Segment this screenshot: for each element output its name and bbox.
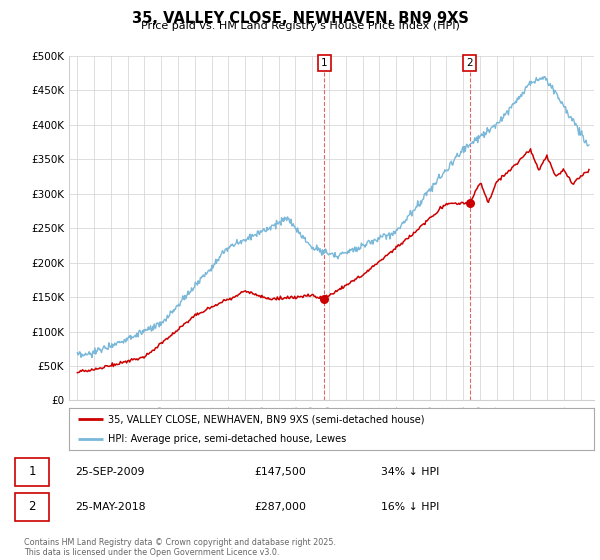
FancyBboxPatch shape bbox=[15, 458, 49, 486]
Text: 2: 2 bbox=[28, 501, 36, 514]
Text: 35, VALLEY CLOSE, NEWHAVEN, BN9 9XS: 35, VALLEY CLOSE, NEWHAVEN, BN9 9XS bbox=[131, 11, 469, 26]
Text: £147,500: £147,500 bbox=[254, 467, 306, 477]
Text: 35, VALLEY CLOSE, NEWHAVEN, BN9 9XS (semi-detached house): 35, VALLEY CLOSE, NEWHAVEN, BN9 9XS (sem… bbox=[109, 414, 425, 424]
Text: Price paid vs. HM Land Registry's House Price Index (HPI): Price paid vs. HM Land Registry's House … bbox=[140, 21, 460, 31]
Text: 25-MAY-2018: 25-MAY-2018 bbox=[76, 502, 146, 512]
Text: 34% ↓ HPI: 34% ↓ HPI bbox=[380, 467, 439, 477]
Text: HPI: Average price, semi-detached house, Lewes: HPI: Average price, semi-detached house,… bbox=[109, 434, 347, 444]
Text: 1: 1 bbox=[28, 465, 36, 478]
Text: 2: 2 bbox=[467, 58, 473, 68]
Text: 25-SEP-2009: 25-SEP-2009 bbox=[76, 467, 145, 477]
FancyBboxPatch shape bbox=[15, 493, 49, 521]
Text: 1: 1 bbox=[321, 58, 328, 68]
Text: Contains HM Land Registry data © Crown copyright and database right 2025.
This d: Contains HM Land Registry data © Crown c… bbox=[24, 538, 336, 557]
Text: 16% ↓ HPI: 16% ↓ HPI bbox=[380, 502, 439, 512]
Text: £287,000: £287,000 bbox=[254, 502, 306, 512]
